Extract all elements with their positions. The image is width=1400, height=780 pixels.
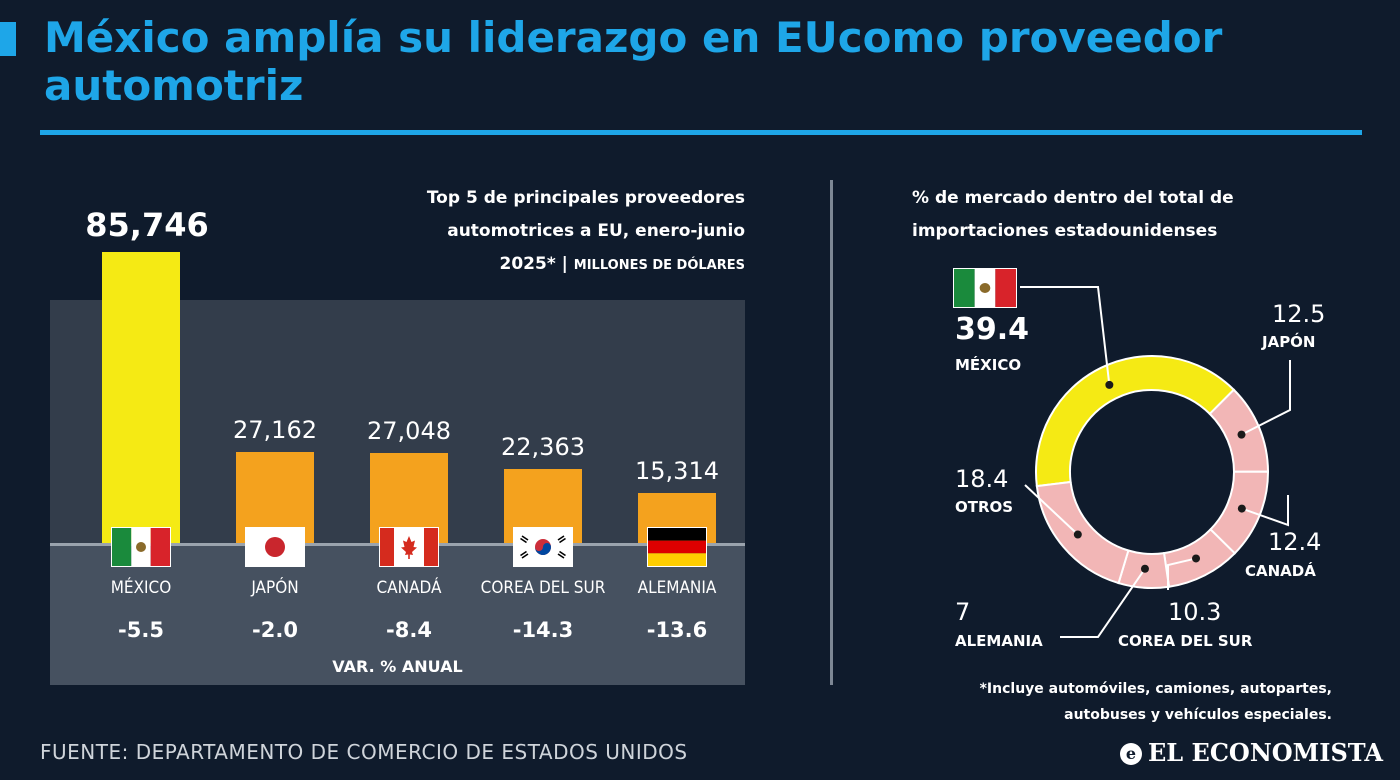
slice-name-canada: CANADÁ [1245, 562, 1316, 580]
bar-value-label-south-korea: 22,363 [501, 432, 585, 461]
bar-chart-subtitle: Top 5 de principales proveedores automot… [390, 182, 745, 282]
annual-change-canada: -8.4 [386, 618, 432, 642]
brand-name: EL ECONOMISTA [1148, 738, 1383, 767]
category-label-japan: JAPÓN [251, 578, 299, 598]
leader-dot-others [1073, 530, 1082, 539]
annual-change-south-korea: -14.3 [512, 618, 574, 642]
south-korea-flag-icon [513, 527, 573, 567]
category-label-south-korea: COREA DEL SUR [480, 578, 606, 598]
annual-change-germany: -13.6 [646, 618, 708, 642]
slice-value-germany: 7 [955, 598, 971, 626]
leader-line-canada [1241, 495, 1289, 527]
title-marker [0, 22, 16, 56]
leader-dot-canada [1237, 504, 1246, 513]
bar-subtitle-line-1: Top 5 de principales proveedores [426, 188, 745, 208]
bar-subtitle-line-2: automotrices a EU, enero-junio [447, 221, 745, 241]
category-label-mexico: MÉXICO [110, 578, 172, 598]
bar-subtitle-line-3: 2025* | MILLONES DE DÓLARES [390, 248, 746, 282]
slice-name-germany: ALEMANIA [955, 632, 1043, 650]
category-label-germany: ALEMANIA [637, 578, 717, 598]
annual-change-japan: -2.0 [252, 618, 298, 642]
slice-name-others: OTROS [955, 498, 1014, 516]
germany-flag-icon [647, 527, 707, 567]
annual-change-band [50, 545, 745, 685]
donut-chart-subtitle: % de mercado dentro del total de importa… [912, 182, 1352, 248]
slice-value-others: 18.4 [955, 465, 1009, 493]
source-note: FUENTE: DEPARTAMENTO DE COMERCIO DE ESTA… [40, 740, 688, 764]
leader-dot-japan [1237, 430, 1246, 439]
donut-subtitle-line-2: importaciones estadounidenses [912, 221, 1218, 241]
slice-name-south-korea: COREA DEL SUR [1118, 632, 1253, 650]
title-rule [40, 130, 1362, 135]
leader-dot-south-korea [1192, 554, 1201, 563]
footnote-line-1: *Incluye automóviles, camiones, autopart… [979, 681, 1332, 697]
bar-subtitle-separator: | [561, 254, 568, 274]
brand-mark-icon: e [1120, 743, 1142, 765]
bar-subtitle-year: 2025* [499, 254, 556, 274]
brand-logo: e EL ECONOMISTA [1120, 738, 1383, 767]
leader-line-germany [1060, 568, 1146, 638]
chart-divider [830, 180, 833, 685]
japan-flag-icon [245, 527, 305, 567]
footnote-line-2: autobuses y vehículos especiales. [1064, 707, 1332, 723]
bar-chart-units: MILLONES DE DÓLARES [573, 258, 745, 273]
leader-dot-germany [1140, 564, 1149, 573]
slice-value-japan: 12.5 [1272, 300, 1326, 328]
slice-value-mexico: 39.4 [955, 312, 1030, 347]
footnote: *Incluye automóviles, camiones, autopart… [880, 676, 1332, 728]
leader-line-japan [1241, 360, 1291, 436]
donut-slice-others [1035, 480, 1130, 585]
bar-value-label-canada: 27,048 [367, 416, 451, 445]
slice-name-mexico: MÉXICO [955, 356, 1022, 374]
category-label-canada: CANADÁ [376, 578, 442, 598]
bar-value-label-germany: 15,314 [635, 456, 719, 485]
slice-value-canada: 12.4 [1268, 528, 1322, 556]
leader-line-others [1024, 484, 1079, 536]
annual-change-title: VAR. % ANUAL [332, 657, 463, 676]
donut-subtitle-line-1: % de mercado dentro del total de [912, 188, 1234, 208]
slice-name-japan: JAPÓN [1262, 333, 1316, 351]
page-title: México amplía su liderazgo en EUcomo pro… [44, 13, 1223, 110]
donut-slice-mexico [1035, 354, 1236, 488]
slice-value-south-korea: 10.3 [1168, 598, 1222, 626]
canada-flag-icon [379, 527, 439, 567]
bar-mexico [102, 252, 180, 545]
leader-line-mexico [1020, 286, 1111, 385]
bar-value-label-japan: 27,162 [233, 416, 317, 445]
annual-change-mexico: -5.5 [118, 618, 164, 642]
donut-mexico-flag-icon [953, 268, 1017, 308]
mexico-flag-icon [111, 527, 171, 567]
leader-line-south-korea [1167, 557, 1197, 590]
leader-dot-mexico [1105, 380, 1114, 389]
bar-value-label-mexico: 85,746 [85, 206, 209, 244]
